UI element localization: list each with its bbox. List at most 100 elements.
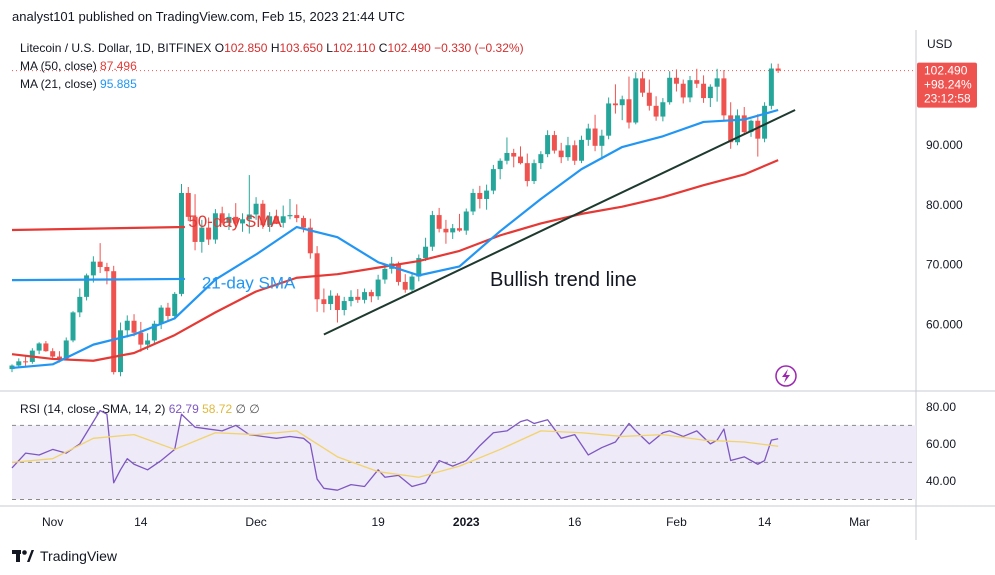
candle-body	[721, 78, 727, 116]
candle-body	[158, 307, 164, 324]
candle-body	[321, 299, 327, 305]
candle-body	[138, 332, 144, 345]
candle-body	[456, 228, 462, 231]
low-value: 102.110	[332, 41, 376, 55]
price-tag-timer: 23:12:58	[924, 92, 971, 106]
candle-body	[36, 343, 42, 351]
candles-group	[9, 63, 781, 377]
candle-body	[368, 292, 374, 297]
rsi-tick-label: 40.00	[926, 474, 956, 488]
ma50-label: MA (50, close)	[20, 59, 97, 73]
candle-body	[667, 77, 673, 103]
candle-body	[131, 320, 137, 333]
price-tick-label: 70.000	[926, 258, 963, 272]
candle-body	[734, 115, 740, 143]
footer-brand[interactable]: TradingView	[12, 548, 117, 564]
candle-body	[701, 83, 707, 99]
candle-body	[84, 275, 90, 297]
candle-body	[463, 211, 469, 231]
candle-body	[395, 263, 401, 282]
trend-line-annotation: Bullish trend line	[490, 269, 637, 291]
high-label: H	[270, 41, 280, 55]
candle-body	[206, 227, 212, 240]
candle-body	[301, 218, 307, 228]
candle-body	[768, 68, 774, 106]
candle-body	[192, 216, 198, 242]
axis-currency-label: USD	[927, 37, 953, 51]
candle-body	[348, 296, 354, 302]
sma-annotation: 50-day SMA	[188, 212, 282, 231]
lightning-icon	[775, 365, 797, 387]
candle-body	[545, 135, 551, 155]
candle-body	[307, 227, 313, 254]
candle-body	[240, 219, 246, 224]
candle-body	[606, 103, 612, 136]
candle-body	[226, 216, 232, 223]
lightning-icon-bolt	[782, 369, 790, 383]
symbol-legend: Litecoin / U.S. Dollar, 1D, BITFINEX O10…	[20, 41, 524, 55]
visibility-off-icon[interactable]: ∅	[249, 402, 260, 416]
candle-body	[538, 154, 544, 164]
candle-body	[124, 320, 130, 331]
candle-body	[728, 115, 734, 143]
ma50-line	[11, 159, 779, 362]
candle-body	[436, 215, 442, 229]
ma21-value: 95.885	[100, 77, 137, 91]
candle-body	[762, 105, 768, 139]
time-tick-label: Feb	[666, 515, 687, 529]
candle-body	[490, 169, 496, 191]
candle-body	[680, 83, 686, 98]
close-value: 102.490	[387, 41, 431, 55]
candle-body	[165, 307, 171, 316]
candle-body	[341, 301, 347, 310]
ma50-legend[interactable]: MA (50, close) 87.496	[20, 59, 137, 73]
time-tick-label: 14	[134, 515, 148, 529]
candle-body	[50, 351, 56, 357]
sma-annotation: 21-day SMA	[202, 274, 296, 293]
candle-body	[423, 246, 429, 259]
price-chart[interactable]: USD 60.000 70.000 80.000 90.000 50-day SMA 21-…	[0, 30, 995, 540]
candle-body	[145, 340, 151, 345]
candle-body	[443, 228, 449, 233]
candle-body	[151, 323, 157, 341]
candle-body	[63, 340, 69, 359]
candle-body	[633, 78, 639, 123]
time-tick-label: 19	[371, 515, 385, 529]
candle-body	[382, 268, 388, 280]
visibility-off-icon[interactable]: ∅	[235, 402, 246, 416]
sma50-reference-line	[11, 225, 185, 232]
candle-body	[612, 103, 618, 106]
candle-body	[714, 78, 720, 87]
brand-name: TradingView	[40, 548, 118, 564]
candle-body	[694, 80, 700, 84]
candle-body	[375, 279, 381, 297]
price-tick-label: 80.000	[926, 198, 963, 212]
candle-body	[755, 120, 761, 139]
candle-body	[429, 215, 435, 247]
candle-body	[233, 216, 239, 224]
candle-body	[511, 152, 517, 157]
rsi-tick-label: 60.00	[926, 437, 956, 451]
rsi-legend[interactable]: RSI (14, close, SMA, 14, 2) 62.79 58.72 …	[20, 402, 260, 416]
price-tag-background	[917, 62, 977, 108]
candle-body	[355, 296, 361, 300]
price-tag-change: +98.24%	[924, 78, 972, 92]
candle-body	[56, 356, 62, 359]
time-tick-label: 14	[758, 515, 772, 529]
candle-body	[16, 361, 22, 366]
candle-body	[531, 163, 537, 182]
candle-body	[334, 295, 340, 310]
candle-body	[565, 145, 571, 158]
candle-body	[450, 228, 456, 233]
ma21-legend[interactable]: MA (21, close) 95.885	[20, 77, 137, 91]
price-tick-label: 60.000	[926, 317, 963, 331]
time-tick-label: Mar	[849, 515, 870, 529]
time-tick-label: Nov	[42, 515, 63, 529]
candle-body	[273, 216, 279, 223]
low-label: L	[326, 41, 333, 55]
candle-body	[97, 261, 103, 268]
candle-body	[219, 213, 225, 223]
candle-body	[524, 163, 530, 182]
candle-body	[775, 68, 781, 71]
rsi-value: 62.79	[168, 402, 199, 416]
